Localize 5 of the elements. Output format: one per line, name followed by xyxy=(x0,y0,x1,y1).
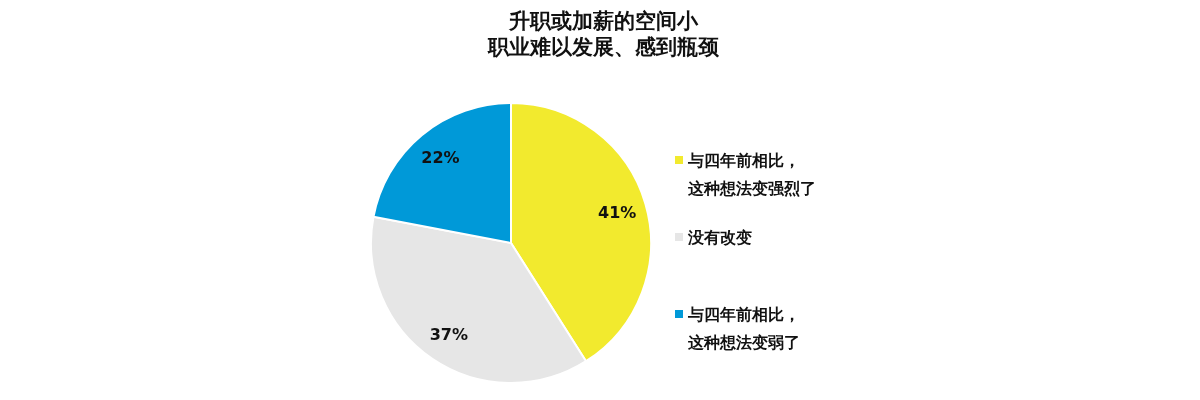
data-label: 41% xyxy=(598,202,637,222)
data-label: 37% xyxy=(429,324,468,344)
title: 升职或加薪的空间小职业难以发展、感到瓶颈 xyxy=(487,9,719,59)
data-label: 22% xyxy=(421,148,460,168)
legend-label: 没有改变 xyxy=(687,227,752,247)
